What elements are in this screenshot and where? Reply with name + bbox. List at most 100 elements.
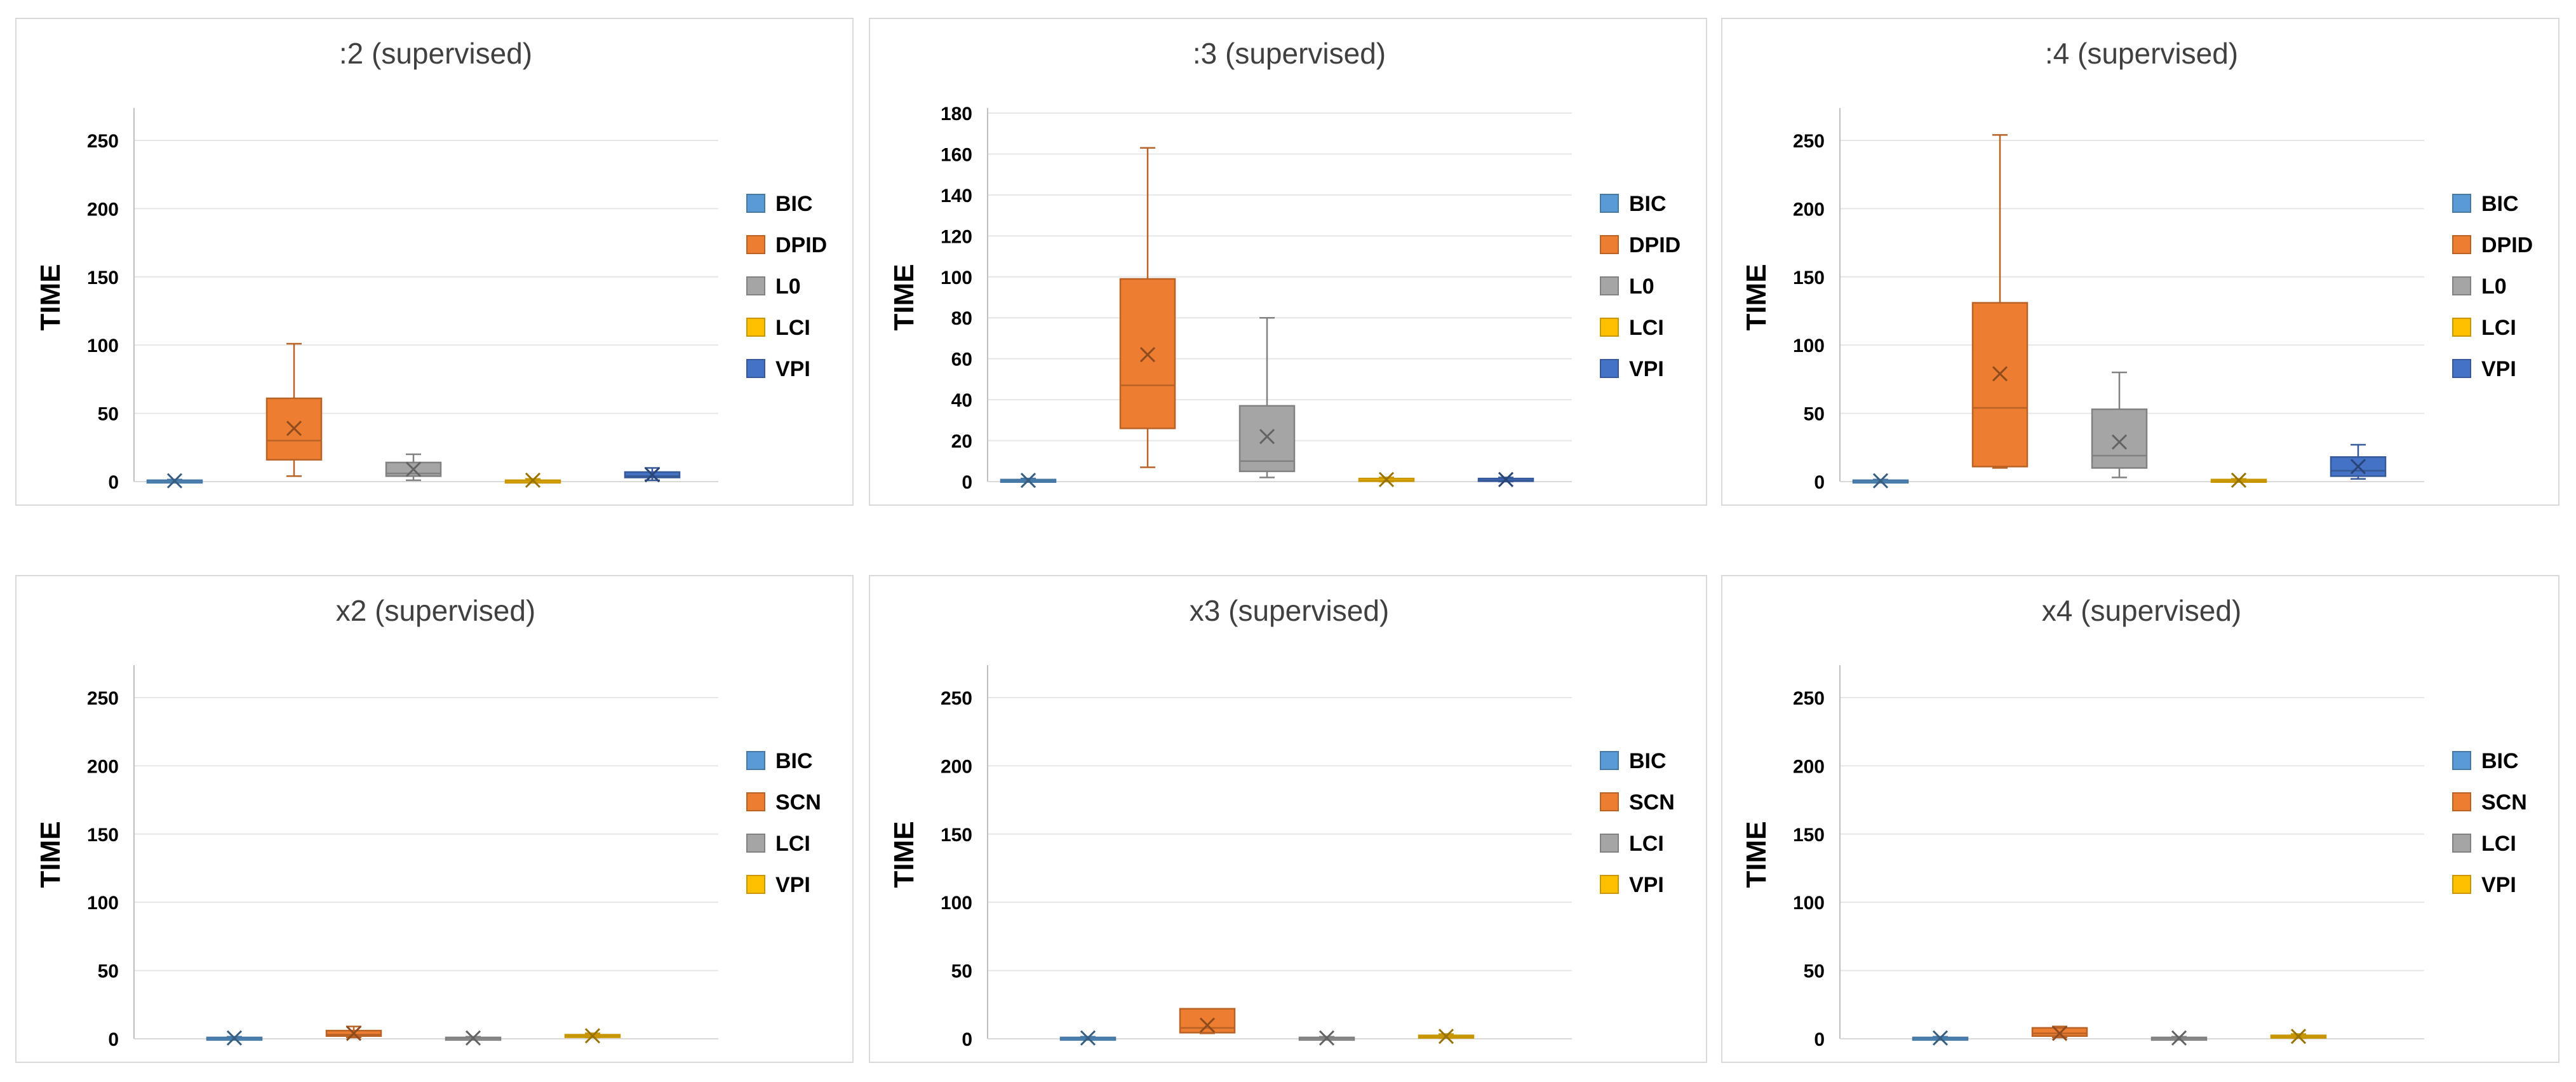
y-tick-label: 150 — [87, 267, 119, 288]
y-tick-label: 100 — [87, 893, 119, 914]
legend-label: DPID — [775, 233, 827, 257]
legend-swatch — [2452, 834, 2471, 853]
mean-marker — [166, 473, 183, 489]
y-tick-label: 200 — [87, 756, 119, 777]
mean-marker — [1992, 366, 2008, 382]
y-tick-label: 100 — [941, 893, 972, 914]
y-tick-label: 60 — [951, 349, 972, 370]
legend-label: VPI — [1629, 357, 1664, 381]
box-iqr — [1179, 1008, 1236, 1034]
legend-label: LCI — [775, 832, 810, 856]
legend-swatch — [2452, 875, 2471, 894]
y-axis-label: TIME — [1741, 264, 1772, 330]
mean-marker — [405, 461, 422, 477]
mean-marker — [1318, 1030, 1335, 1046]
box-scn — [1179, 1008, 1236, 1034]
box-vpi — [2270, 1029, 2327, 1045]
chart-panel: :3 (supervised) TIME 0 20 40 60 80 100 120 140 160… — [869, 18, 1707, 506]
mean-marker — [2290, 1029, 2307, 1045]
box-vpi — [2330, 443, 2387, 480]
legend-swatch — [1600, 194, 1619, 213]
legend-swatch — [2452, 194, 2471, 213]
legend-label: BIC — [2481, 749, 2519, 773]
legend-swatch — [1600, 875, 1619, 894]
chart-title: :2 (supervised) — [339, 37, 532, 70]
y-tick-label: 150 — [941, 825, 972, 846]
mean-marker — [1020, 473, 1036, 489]
y-tick-label: 150 — [1793, 825, 1825, 846]
legend-swatch — [1600, 792, 1619, 811]
mean-marker — [644, 467, 661, 483]
legend-label: LCI — [1629, 832, 1664, 856]
y-tick-label: 0 — [1814, 472, 1825, 493]
y-tick-label: 50 — [1804, 404, 1825, 425]
legend-label: VPI — [2481, 357, 2516, 381]
legend-label: SCN — [1629, 790, 1675, 815]
legend-label: LCI — [1629, 316, 1664, 340]
mean-marker — [1438, 1029, 1454, 1045]
mean-marker — [1259, 429, 1275, 445]
mean-marker — [525, 472, 541, 488]
box-plot: :2 (supervised) TIME 0 50 100 150 200 250 BIC DPI… — [35, 37, 827, 493]
legend-swatch — [2452, 276, 2471, 295]
box-bic — [146, 473, 203, 489]
legend-swatch — [746, 751, 765, 770]
legend-swatch — [746, 318, 765, 337]
y-tick-label: 250 — [87, 131, 119, 152]
y-tick-label: 200 — [87, 199, 119, 220]
chart-panel: :4 (supervised) TIME 0 50 100 150 200 250 BIC DPI… — [1721, 18, 2559, 506]
mean-marker — [1139, 347, 1156, 363]
box-iqr — [1971, 302, 2029, 468]
y-tick-label: 50 — [98, 404, 119, 425]
mean-marker — [1872, 473, 1889, 489]
legend-label: DPID — [2481, 233, 2533, 257]
y-tick-label: 0 — [962, 472, 972, 493]
chart-panel: x3 (supervised) TIME 0 50 100 150 200 250 BIC SCN… — [869, 575, 1707, 1063]
y-tick-label: 0 — [1814, 1029, 1825, 1050]
y-axis-label: TIME — [35, 264, 66, 330]
y-tick-label: 250 — [1793, 688, 1825, 709]
box-vpi — [624, 467, 681, 483]
chart-title: x4 (supervised) — [2042, 594, 2241, 627]
y-tick-label: 20 — [951, 431, 972, 452]
y-tick-label: 100 — [941, 267, 972, 288]
legend-swatch — [1600, 235, 1619, 254]
legend-label: BIC — [775, 749, 813, 773]
box-iqr — [2091, 408, 2148, 469]
y-tick-label: 180 — [941, 104, 972, 125]
y-tick-label: 0 — [108, 472, 119, 493]
box-lci — [2210, 472, 2267, 488]
y-tick-label: 200 — [1793, 756, 1825, 777]
mean-marker — [286, 421, 302, 436]
mean-marker — [1932, 1030, 1949, 1046]
legend-label: DPID — [1629, 233, 1680, 257]
legend-swatch — [1600, 318, 1619, 337]
box-bic — [1852, 473, 1909, 489]
box-dpid — [1119, 147, 1176, 468]
box-plot: x4 (supervised) TIME 0 50 100 150 200 250 BIC SCN… — [1741, 594, 2527, 1050]
mean-marker — [2171, 1030, 2187, 1046]
box-lci — [2150, 1030, 2208, 1046]
mean-marker — [2051, 1025, 2068, 1041]
legend-swatch — [2452, 359, 2471, 378]
box-vpi — [564, 1028, 621, 1044]
box-bic — [206, 1030, 263, 1046]
mean-marker — [584, 1028, 601, 1044]
legend-label: L0 — [775, 274, 801, 299]
chart-title: x3 (supervised) — [1190, 594, 1389, 627]
legend-label: VPI — [775, 873, 810, 897]
legend-swatch — [2452, 751, 2471, 770]
chart-panel: x4 (supervised) TIME 0 50 100 150 200 250 BIC SCN… — [1721, 575, 2559, 1063]
mean-marker — [1199, 1017, 1216, 1033]
legend-label: BIC — [1629, 749, 1667, 773]
legend-label: LCI — [775, 316, 810, 340]
box-lci — [504, 472, 561, 488]
y-tick-label: 100 — [1793, 335, 1825, 356]
legend-swatch — [1600, 834, 1619, 853]
box-l0 — [385, 453, 442, 482]
y-axis-label: TIME — [1741, 821, 1772, 888]
legend-swatch — [2452, 235, 2471, 254]
y-tick-label: 0 — [108, 1029, 119, 1050]
y-tick-label: 50 — [98, 961, 119, 982]
legend-label: VPI — [2481, 873, 2516, 897]
